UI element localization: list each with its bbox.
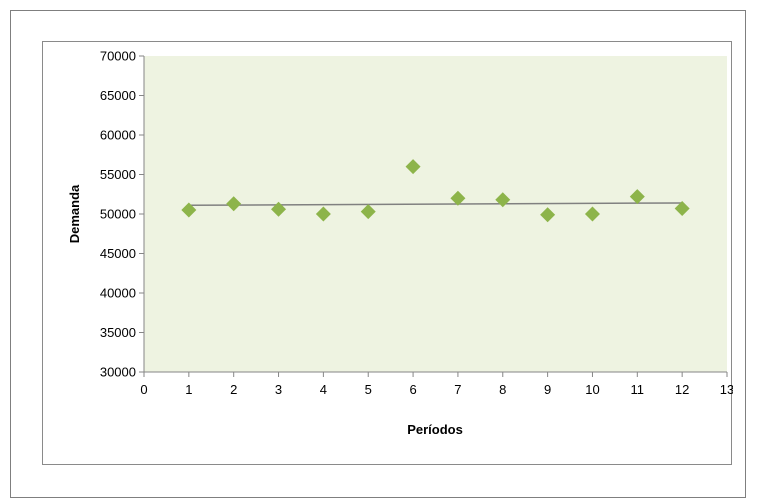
data-point: [271, 201, 287, 217]
y-tick-label: 50000: [100, 207, 136, 222]
y-tick-label: 60000: [100, 128, 136, 143]
y-tick-label: 40000: [100, 286, 136, 301]
x-tick-label: 5: [365, 382, 372, 397]
data-point: [315, 206, 331, 222]
data-point: [226, 196, 242, 212]
data-point: [540, 207, 556, 223]
x-tick-label: 4: [320, 382, 327, 397]
x-tick-label: 10: [585, 382, 599, 397]
data-point: [360, 204, 376, 220]
x-axis-ticks: 0 1 2 3 4 5 6 7 8 9 10 11 12 13: [140, 372, 733, 397]
data-points: [181, 159, 690, 223]
x-tick-label: 8: [499, 382, 506, 397]
y-tick-label: 70000: [100, 49, 136, 64]
chart-area: 30000 35000 40000 45000 50000 55000 60000 65000…: [42, 41, 733, 465]
y-axis-ticks: 30000 35000 40000 45000 50000 55000 60000 65000…: [100, 49, 144, 380]
x-tick-label: 12: [675, 382, 689, 397]
x-tick-label: 9: [544, 382, 551, 397]
x-axis-title: Períodos: [407, 422, 463, 437]
data-point: [584, 206, 600, 222]
data-point: [495, 192, 511, 208]
y-tick-label: 55000: [100, 167, 136, 182]
x-tick-label: 1: [185, 382, 192, 397]
plot-area: [144, 56, 727, 372]
x-tick-label: 7: [454, 382, 461, 397]
y-tick-label: 30000: [100, 365, 136, 380]
x-tick-label: 13: [720, 382, 733, 397]
scatter-chart: 30000 35000 40000 45000 50000 55000 60000 65000…: [67, 49, 733, 438]
data-point: [181, 202, 197, 218]
data-point: [674, 200, 690, 216]
x-tick-label: 11: [631, 382, 645, 397]
x-tick-label: 3: [275, 382, 282, 397]
data-point: [450, 190, 466, 206]
data-point: [629, 189, 645, 205]
data-point: [405, 159, 421, 175]
trendline: [188, 202, 683, 207]
y-tick-label: 45000: [100, 246, 136, 261]
x-tick-label: 2: [230, 382, 237, 397]
page-frame: 30000 35000 40000 45000 50000 55000 60000 65000…: [10, 10, 746, 498]
y-tick-label: 35000: [100, 325, 136, 340]
y-tick-label: 65000: [100, 88, 136, 103]
x-tick-label: 6: [409, 382, 416, 397]
x-tick-label: 0: [140, 382, 147, 397]
y-axis-title: Demanda: [67, 184, 82, 243]
